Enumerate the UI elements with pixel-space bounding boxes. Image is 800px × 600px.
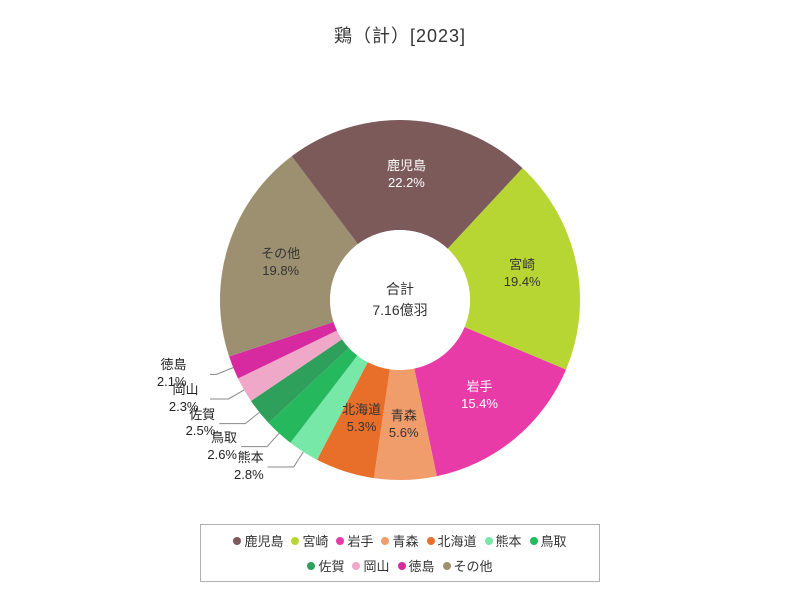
legend-label: 鳥取: [541, 531, 567, 550]
leader-line: [210, 368, 233, 375]
legend-label: 鹿児島: [244, 531, 283, 550]
legend-swatch: [352, 562, 360, 570]
legend-swatch: [233, 537, 241, 545]
chart-area: 合計 7.16億羽 鹿児島22.2%宮崎19.4%岩手15.4%青森5.6%北海…: [0, 60, 800, 540]
legend-label: 北海道: [438, 531, 477, 550]
legend-swatch: [336, 537, 344, 545]
legend-swatch: [443, 562, 451, 570]
leader-line: [241, 433, 279, 446]
slice-label: 岡山2.3%: [169, 382, 199, 416]
legend-label: 青森: [392, 531, 418, 550]
legend-item: 徳島: [398, 556, 435, 575]
legend-item: 熊本: [485, 531, 522, 550]
legend-swatch: [485, 537, 493, 545]
center-label-value: 7.16億羽: [372, 300, 427, 321]
legend-label: 熊本: [496, 531, 522, 550]
legend-item: その他: [443, 556, 493, 575]
legend-swatch: [381, 537, 389, 545]
leader-line: [210, 390, 244, 399]
legend-label: 岩手: [347, 531, 373, 550]
slice-label: 徳島2.1%: [157, 357, 187, 391]
legend-label: 徳島: [409, 556, 435, 575]
center-label: 合計 7.16億羽: [372, 279, 427, 321]
legend-swatch: [427, 537, 435, 545]
legend-item: 鹿児島: [233, 531, 283, 550]
legend-swatch: [398, 562, 406, 570]
chart-title: 鶏（計）[2023]: [0, 0, 800, 48]
legend-item: 北海道: [427, 531, 477, 550]
center-label-title: 合計: [372, 279, 427, 300]
legend-label: 岡山: [363, 556, 389, 575]
legend-swatch: [307, 562, 315, 570]
legend-label: 佐賀: [318, 556, 344, 575]
legend-item: 岡山: [352, 556, 389, 575]
leader-line: [268, 452, 304, 467]
legend-swatch: [530, 537, 538, 545]
legend-item: 岩手: [336, 531, 373, 550]
legend-label: 宮崎: [302, 531, 328, 550]
legend-item: 青森: [381, 531, 418, 550]
leader-line: [219, 412, 259, 423]
legend-item: 宮崎: [291, 531, 328, 550]
legend-item: 佐賀: [307, 556, 344, 575]
legend: 鹿児島宮崎岩手青森 北海道熊本鳥取佐賀岡山 徳島その他: [200, 524, 600, 582]
legend-item: 鳥取: [530, 531, 567, 550]
legend-label: その他: [454, 556, 493, 575]
legend-swatch: [291, 537, 299, 545]
